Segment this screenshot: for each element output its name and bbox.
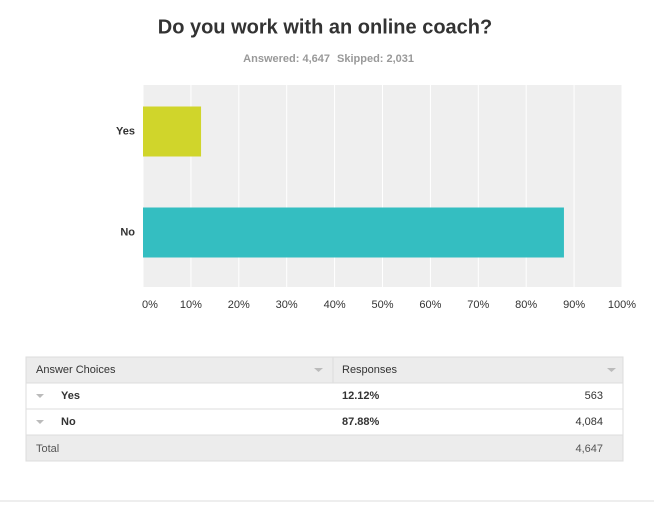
x-tick-label: 10% — [180, 299, 202, 311]
y-tick-label: No — [120, 226, 135, 238]
x-tick-label: 0% — [142, 299, 158, 311]
row-label: Yes — [61, 390, 80, 402]
header-cell: Answer Choices — [36, 364, 116, 376]
x-tick-label: 80% — [515, 299, 537, 311]
chart: 0% 10% 20% 30% 40% 50% 60% 70% 80% 90% 100% Yes No — [116, 85, 636, 311]
x-tick-label: 50% — [371, 299, 393, 311]
x-tick-label: 20% — [228, 299, 250, 311]
x-tick-label: 40% — [324, 299, 346, 311]
total-count: 4,647 — [575, 443, 603, 455]
row-percent: 87.88% — [342, 416, 380, 428]
expand-arrow[interactable] — [36, 394, 44, 398]
x-tick-label: 30% — [276, 299, 298, 311]
sort-arrow[interactable] — [607, 368, 616, 372]
table: Answer Choices Responses Yes 12.12% 563 … — [25, 356, 624, 462]
row — [25, 408, 624, 436]
answered: Answered: 4,647 — [243, 53, 330, 65]
header-row — [25, 356, 624, 384]
skipped: Skipped: 2,031 — [337, 53, 414, 65]
x-tick-label: 90% — [563, 299, 585, 311]
total-row — [25, 434, 624, 462]
row-label: No — [61, 416, 76, 428]
total-label: Total — [36, 443, 59, 455]
bar — [143, 106, 202, 157]
row-count: 4,084 — [575, 416, 603, 428]
row-count: 563 — [585, 390, 603, 402]
bar — [143, 207, 564, 258]
sort-arrow[interactable] — [314, 368, 323, 372]
row — [25, 382, 624, 410]
x-tick-label: 60% — [419, 299, 441, 311]
x-tick-label: 70% — [467, 299, 489, 311]
row-percent: 12.12% — [342, 390, 380, 402]
y-tick-label: Yes — [116, 125, 135, 137]
expand-arrow[interactable] — [36, 420, 44, 424]
header-cell: Responses — [342, 364, 398, 376]
chart-title: Do you work with an online coach? — [158, 16, 492, 38]
x-tick-label: 100% — [608, 299, 636, 311]
